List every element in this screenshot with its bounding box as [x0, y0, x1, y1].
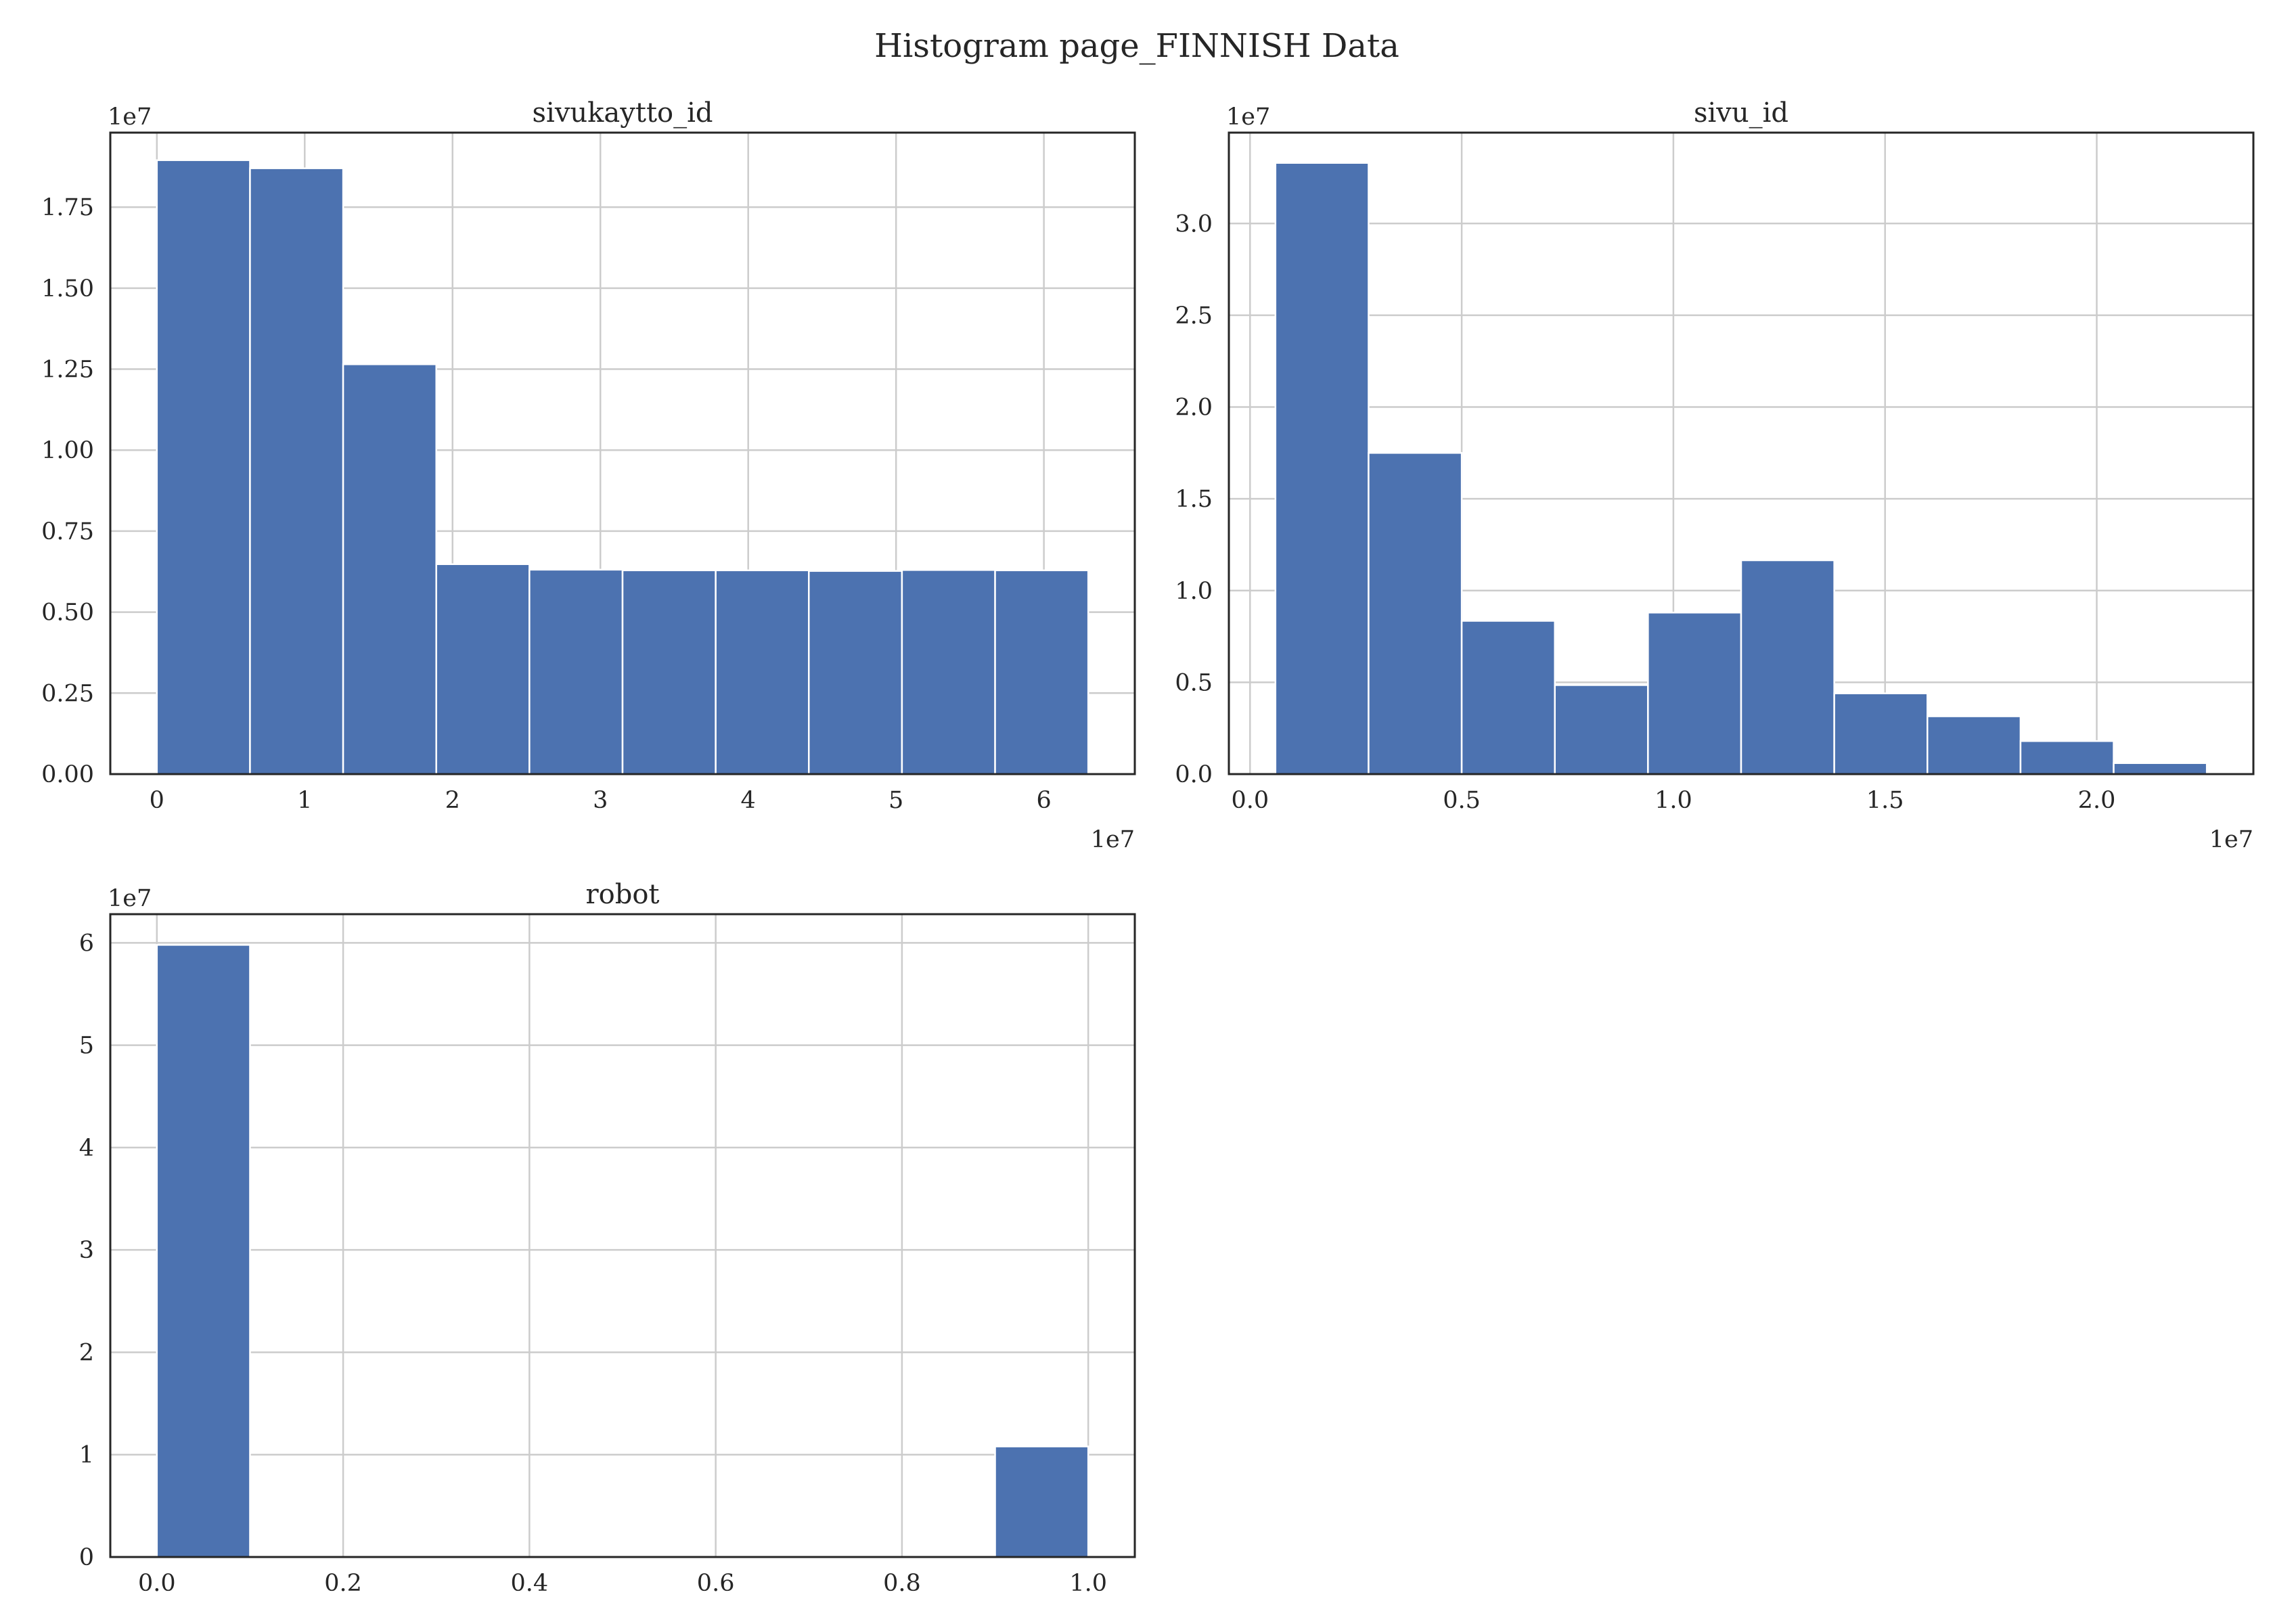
- x-tick-label: 1.0: [1655, 787, 1692, 814]
- y-tick-label: 2: [79, 1339, 94, 1366]
- axes-frame: [109, 913, 1136, 1558]
- y-tick-label: 6: [79, 930, 94, 957]
- y-tick-label: 4: [79, 1135, 94, 1162]
- x-tick-label: 6: [1037, 787, 1052, 814]
- x-tick-label: 2.0: [2078, 787, 2116, 814]
- axes-frame: [1228, 131, 2255, 775]
- x-tick-label: 0.2: [324, 1570, 362, 1597]
- subplot-title: robot: [586, 879, 660, 910]
- y-tick-label: 1.75: [41, 194, 94, 221]
- y-tick-label: 0.25: [41, 680, 94, 707]
- x-tick-label: 1.5: [1866, 787, 1904, 814]
- y-tick-label: 3.0: [1175, 210, 1213, 238]
- histogram-bar: [1740, 559, 1835, 775]
- y-offset-label: 1e7: [1226, 104, 1270, 131]
- histogram-bar: [1460, 620, 1556, 775]
- subplot-sivu_id: 0.0 0.5 1.0 1.5 2.0 0.0 0.5 1.0 1.5 2.0 2.5 3.0 1e7 1…: [1175, 97, 2255, 853]
- histogram-bar: [1368, 452, 1463, 775]
- y-offset-label: 1e7: [108, 104, 152, 131]
- y-tick-label: 1.25: [41, 357, 94, 384]
- x-tick-label: 1.0: [1069, 1570, 1107, 1597]
- subplot-robot: 0.0 0.2 0.4 0.6 0.8 1.0 0 1 2 3 4 5 6 1e7 robot: [79, 879, 1136, 1597]
- y-tick-label: 1.0: [1175, 578, 1213, 605]
- x-tick-label: 0.0: [138, 1570, 176, 1597]
- histogram-bar: [621, 569, 717, 775]
- y-tick-label: 2.5: [1175, 302, 1213, 330]
- y-offset-label: 1e7: [108, 885, 152, 912]
- y-tick-label: 2.0: [1175, 394, 1213, 422]
- x-tick-label: 0: [150, 787, 164, 814]
- subplot-sivukaytto_id: 0 1 2 3 4 5 6 0.00 0.25 0.50 0.75 1.00 1.25 1.50 1.75 1…: [41, 97, 1136, 853]
- x-offset-label: 1e7: [1091, 826, 1135, 853]
- x-tick-label: 3: [593, 787, 608, 814]
- x-tick-label: 0.5: [1443, 787, 1481, 814]
- histogram-bar: [994, 569, 1089, 775]
- y-tick-label: 0.5: [1175, 669, 1213, 696]
- histogram-bar: [1927, 715, 2022, 775]
- y-tick-label: 0.50: [41, 600, 94, 627]
- histogram-bar: [1274, 162, 1370, 775]
- x-tick-label: 5: [888, 787, 903, 814]
- y-tick-label: 0.75: [41, 518, 94, 545]
- x-tick-label: 0.4: [511, 1570, 549, 1597]
- histogram-bar: [435, 563, 531, 775]
- figure-title: Histogram page_FINNISH Data: [874, 27, 1399, 65]
- y-tick-label: 1: [79, 1442, 94, 1469]
- x-tick-label: 4: [741, 787, 756, 814]
- histogram-bar: [2113, 762, 2208, 775]
- histogram-bar: [156, 944, 251, 1558]
- subplot-title: sivukaytto_id: [533, 97, 713, 129]
- histogram-bar: [994, 1445, 1089, 1558]
- y-tick-label: 1.50: [41, 275, 94, 302]
- x-offset-label: 1e7: [2209, 826, 2253, 853]
- x-tick-label: 0.8: [883, 1570, 921, 1597]
- y-tick-label: 0.00: [41, 761, 94, 788]
- histogram-bar: [2019, 740, 2115, 775]
- x-tick-label: 2: [445, 787, 460, 814]
- histogram-bar: [342, 363, 437, 775]
- x-tick-label: 0.6: [697, 1570, 735, 1597]
- histogram-bar: [1647, 612, 1742, 775]
- histogram-bar: [715, 569, 810, 775]
- histogram-bar: [528, 568, 624, 775]
- y-tick-label: 0.0: [1175, 761, 1213, 788]
- histogram-bar: [808, 570, 903, 775]
- histogram-bar: [249, 167, 344, 775]
- y-tick-label: 1.00: [41, 437, 94, 464]
- axes-frame: [109, 131, 1136, 775]
- y-tick-label: 5: [79, 1033, 94, 1060]
- x-tick-label: 0.0: [1231, 787, 1269, 814]
- y-tick-label: 1.5: [1175, 486, 1213, 513]
- subplot-title: sivu_id: [1694, 97, 1788, 129]
- y-tick-label: 3: [79, 1237, 94, 1264]
- subplots-container: 0 1 2 3 4 5 60.000.250.500.751.001.251.501.751…: [41, 97, 2255, 1597]
- histogram-bar: [1833, 692, 1929, 775]
- histogram-bar: [1554, 684, 1649, 775]
- y-tick-label: 0: [79, 1544, 94, 1571]
- histogram-bar: [156, 159, 251, 775]
- histogram-bar: [901, 569, 996, 775]
- x-tick-label: 1: [297, 787, 312, 814]
